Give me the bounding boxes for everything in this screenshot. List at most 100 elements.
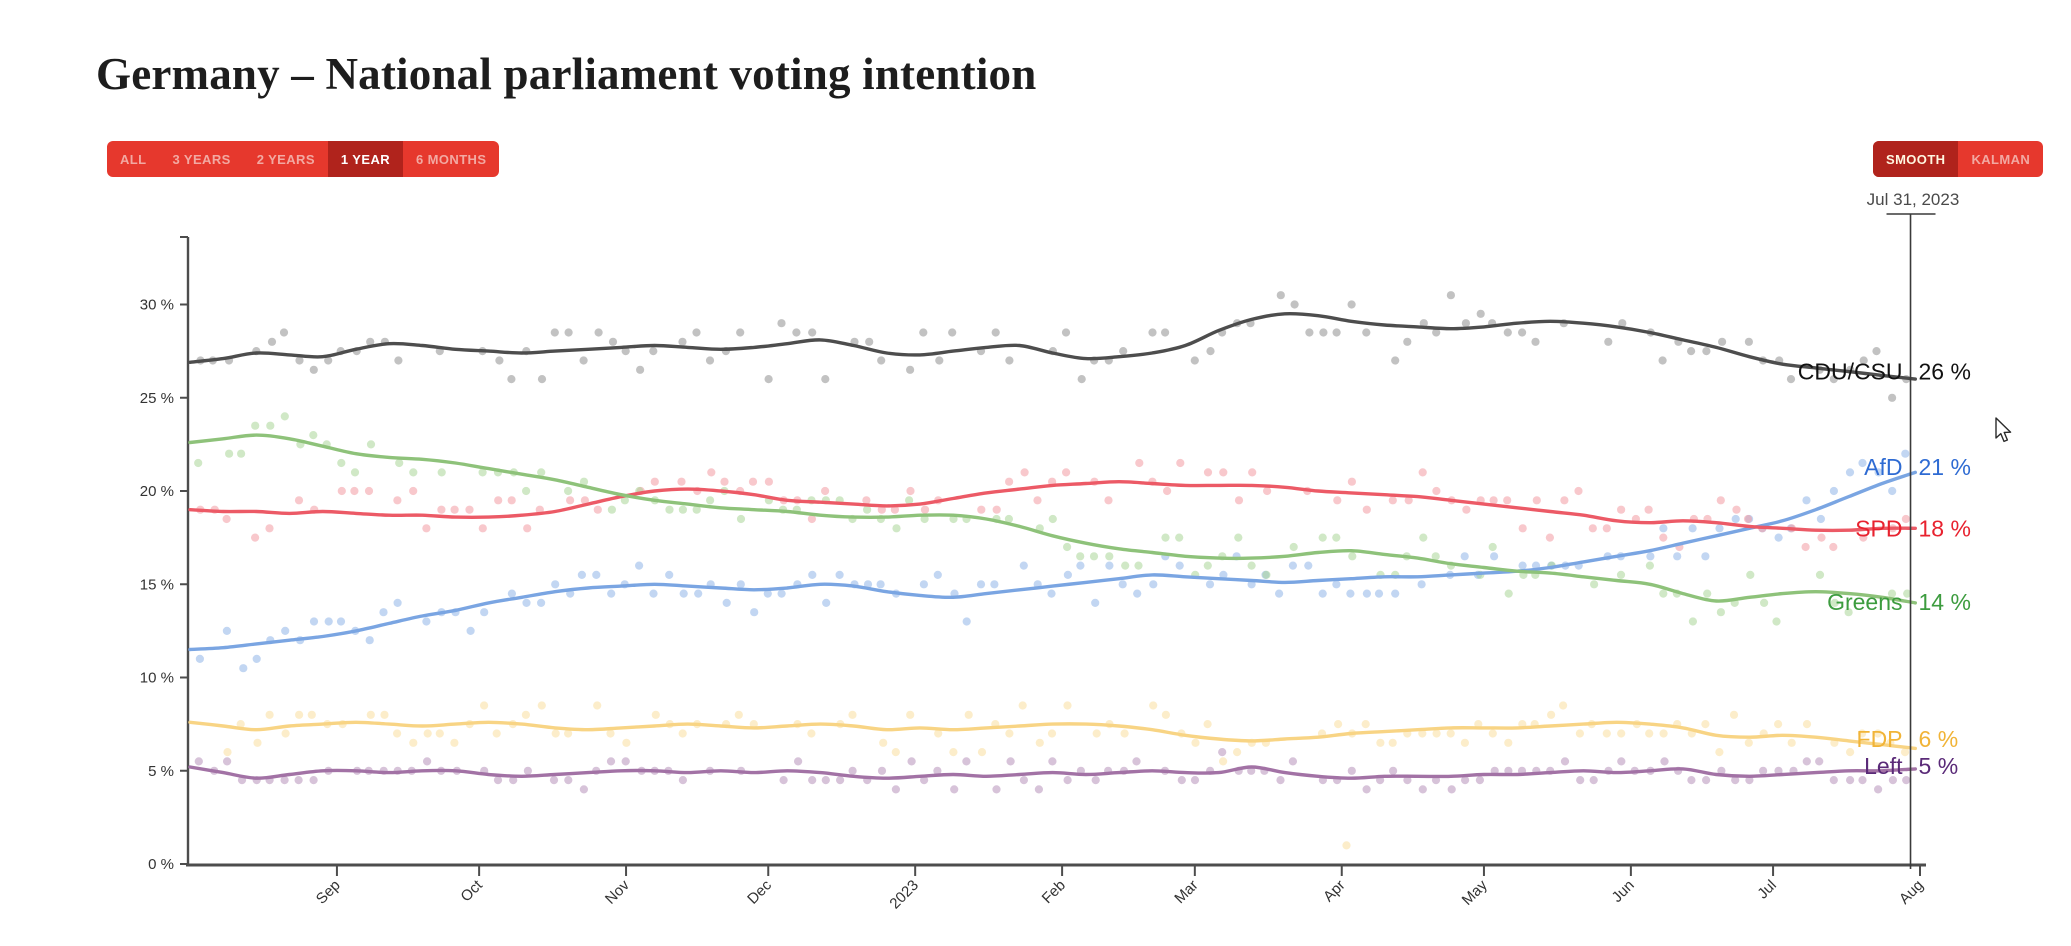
series-label-cdu-csu: CDU/CSU: [1798, 359, 1903, 385]
poll-dot: [1431, 552, 1440, 561]
range-button-2-years[interactable]: 2 YEARS: [244, 141, 328, 177]
poll-dot: [991, 328, 1000, 337]
poll-dot: [950, 785, 959, 794]
poll-dot: [579, 785, 589, 794]
poll-dot: [1276, 776, 1285, 785]
poll-dot: [1462, 505, 1471, 514]
poll-dot: [749, 720, 758, 729]
poll-dot: [1460, 552, 1469, 561]
poll-dot: [734, 710, 743, 719]
poll-dot: [1658, 356, 1667, 365]
x-axis-tick-label: Aug: [1896, 877, 1927, 908]
series-label-left: Left: [1864, 753, 1903, 779]
poll-dot: [1816, 514, 1825, 524]
poll-dot: [1888, 486, 1897, 496]
poll-dot: [1091, 776, 1100, 785]
poll-dot: [1018, 701, 1027, 710]
series-label-spd: SPD: [1855, 515, 1902, 541]
poll-dot: [862, 496, 871, 505]
poll-dot: [1206, 347, 1215, 356]
poll-dot: [437, 505, 446, 514]
poll-dot: [807, 514, 817, 524]
poll-dot: [1575, 729, 1584, 738]
poll-dot: [920, 776, 929, 785]
poll-dot: [1687, 347, 1696, 356]
smooth-button-kalman[interactable]: KALMAN: [1958, 141, 2043, 177]
range-button-3-years[interactable]: 3 YEARS: [159, 141, 243, 177]
poll-dot: [665, 505, 674, 514]
poll-dot: [1703, 589, 1712, 598]
poll-dot: [1318, 589, 1327, 598]
x-axis-tick-label: Jun: [1609, 877, 1638, 906]
poll-dot: [251, 533, 260, 542]
range-button-6-months[interactable]: 6 MONTHS: [403, 141, 499, 177]
poll-dot: [1219, 468, 1228, 477]
poll-dot-outlier: [1342, 841, 1351, 850]
poll-dot: [1276, 291, 1285, 300]
poll-dot: [592, 570, 601, 580]
poll-dot: [1161, 328, 1170, 337]
poll-dot: [606, 729, 615, 738]
poll-dot: [865, 337, 874, 346]
poll-dot: [393, 729, 402, 738]
y-axis-tick-label: 30 %: [140, 297, 174, 314]
poll-dot: [593, 701, 602, 710]
poll-dot: [1503, 328, 1512, 337]
poll-dot: [239, 664, 248, 673]
poll-dot: [1288, 561, 1297, 570]
range-button-all[interactable]: ALL: [107, 141, 159, 177]
poll-dot: [933, 570, 942, 580]
poll-dot: [1105, 561, 1114, 570]
poll-dot: [935, 356, 944, 365]
poll-dot: [1334, 720, 1343, 729]
poll-dot: [606, 757, 616, 766]
poll-dot: [1061, 328, 1071, 337]
poll-dot: [934, 729, 943, 738]
poll-dot: [1006, 757, 1015, 766]
poll-dot: [1617, 757, 1626, 766]
poll-dot: [1263, 486, 1272, 496]
poll-dot: [1475, 776, 1484, 785]
poll-dot: [265, 710, 274, 719]
poll-dot: [822, 598, 831, 608]
poll-dot: [1901, 449, 1910, 458]
poll-dot: [1829, 486, 1838, 496]
poll-dot: [763, 589, 772, 598]
smooth-button-smooth[interactable]: SMOOTH: [1873, 141, 1959, 177]
poll-dot: [366, 710, 375, 719]
poll-dot: [1218, 748, 1227, 757]
poll-dot: [593, 505, 602, 514]
poll-dot: [1004, 514, 1014, 524]
poll-dot: [636, 365, 645, 374]
poll-dot: [507, 375, 516, 384]
poll-dot: [1745, 776, 1754, 785]
poll-dot: [1716, 496, 1725, 505]
poll-dot: [309, 365, 318, 374]
x-axis-tick-label: Sep: [313, 877, 344, 908]
poll-dot: [1617, 505, 1626, 514]
poll-dot: [1504, 766, 1513, 775]
x-axis-tick-label: Jul: [1754, 877, 1780, 903]
poll-dot: [194, 458, 203, 468]
poll-dot: [990, 580, 999, 589]
x-axis-tick-label: Nov: [602, 876, 633, 907]
poll-dot: [294, 496, 304, 505]
series-value-spd: 18 %: [1919, 515, 1971, 541]
poll-dot: [1047, 589, 1056, 598]
poll-dot: [379, 608, 388, 617]
poll-dot: [1190, 356, 1199, 365]
poll-dot: [877, 766, 887, 775]
poll-dot: [736, 328, 745, 337]
range-button-1-year[interactable]: 1 YEAR: [327, 141, 404, 177]
poll-dot: [237, 449, 246, 458]
poll-dot: [1063, 701, 1072, 710]
trend-line-spd: [188, 480, 1917, 533]
poll-dot: [1902, 776, 1911, 785]
poll-dot: [1845, 468, 1855, 477]
poll-dot: [266, 421, 275, 430]
poll-dot: [665, 570, 674, 580]
poll-dot: [1419, 319, 1428, 328]
poll-dot: [1191, 738, 1200, 747]
poll-dot: [976, 580, 986, 589]
poll-dot: [835, 570, 844, 580]
